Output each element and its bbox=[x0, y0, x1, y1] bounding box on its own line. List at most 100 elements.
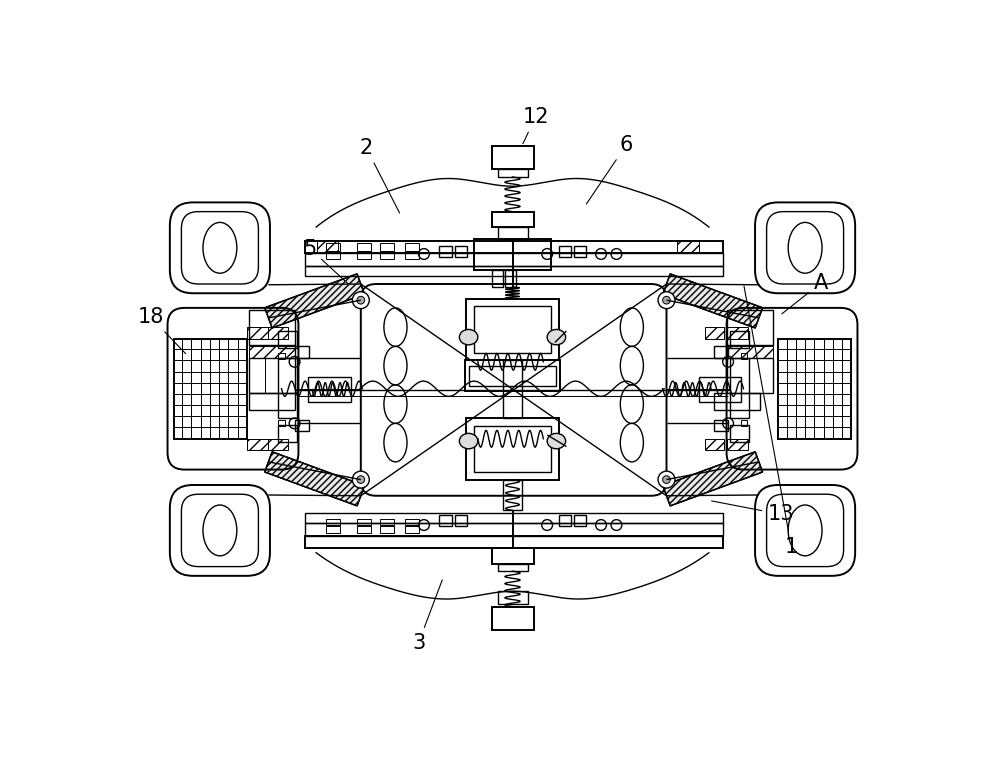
Bar bbox=[439, 515, 452, 526]
Bar bbox=[474, 426, 551, 472]
Bar bbox=[295, 346, 309, 358]
Bar bbox=[278, 358, 297, 418]
Bar bbox=[278, 421, 285, 427]
Bar bbox=[380, 243, 394, 251]
Bar bbox=[705, 439, 724, 451]
Bar bbox=[730, 425, 749, 442]
Bar bbox=[247, 327, 268, 338]
Bar bbox=[249, 358, 265, 393]
Bar bbox=[469, 365, 556, 385]
Polygon shape bbox=[265, 274, 365, 328]
Bar bbox=[439, 246, 452, 257]
Bar bbox=[492, 607, 534, 630]
Bar bbox=[455, 246, 467, 257]
Ellipse shape bbox=[658, 291, 675, 308]
Bar bbox=[727, 358, 773, 393]
Bar bbox=[308, 377, 351, 402]
Text: A: A bbox=[782, 273, 828, 314]
Polygon shape bbox=[663, 451, 763, 506]
Bar bbox=[730, 358, 749, 418]
Bar bbox=[357, 519, 371, 525]
Text: 5: 5 bbox=[303, 238, 349, 285]
Bar bbox=[405, 243, 419, 251]
Bar bbox=[714, 393, 760, 410]
Bar bbox=[249, 393, 295, 410]
Bar bbox=[492, 270, 503, 287]
Bar bbox=[498, 564, 528, 571]
Bar bbox=[326, 526, 340, 534]
Bar bbox=[247, 439, 268, 451]
Bar bbox=[249, 310, 295, 345]
Bar bbox=[405, 253, 419, 259]
Bar bbox=[317, 241, 338, 253]
Bar bbox=[741, 421, 747, 427]
Bar bbox=[405, 519, 419, 525]
Bar bbox=[326, 253, 340, 259]
Ellipse shape bbox=[663, 476, 670, 484]
Bar bbox=[465, 360, 560, 391]
Text: 3: 3 bbox=[412, 580, 442, 653]
Bar bbox=[474, 306, 551, 352]
Bar bbox=[498, 169, 528, 177]
Text: 1: 1 bbox=[744, 286, 798, 557]
Bar bbox=[505, 270, 516, 287]
Bar bbox=[278, 425, 297, 442]
Ellipse shape bbox=[352, 291, 369, 308]
Bar bbox=[326, 243, 340, 251]
Bar bbox=[455, 515, 467, 526]
Bar bbox=[492, 548, 534, 564]
Bar bbox=[730, 331, 749, 348]
Polygon shape bbox=[663, 274, 763, 328]
Bar bbox=[466, 418, 559, 480]
Bar bbox=[249, 346, 295, 358]
Bar bbox=[503, 480, 522, 511]
Bar bbox=[474, 239, 551, 270]
Bar bbox=[278, 352, 285, 358]
Bar bbox=[305, 253, 723, 265]
Bar bbox=[268, 327, 288, 338]
Bar bbox=[727, 346, 773, 358]
Ellipse shape bbox=[663, 296, 670, 304]
Text: 13: 13 bbox=[712, 501, 794, 524]
Bar bbox=[305, 241, 723, 253]
Ellipse shape bbox=[547, 434, 566, 449]
Ellipse shape bbox=[352, 471, 369, 488]
Bar bbox=[574, 515, 586, 526]
Bar bbox=[357, 243, 371, 251]
Ellipse shape bbox=[459, 434, 478, 449]
Ellipse shape bbox=[357, 296, 365, 304]
Bar bbox=[466, 298, 559, 360]
Bar bbox=[498, 591, 528, 604]
Bar bbox=[305, 265, 723, 276]
Ellipse shape bbox=[547, 329, 566, 345]
Bar bbox=[492, 211, 534, 227]
Bar bbox=[492, 146, 534, 169]
Bar bbox=[699, 377, 741, 402]
Ellipse shape bbox=[459, 329, 478, 345]
Bar bbox=[503, 360, 522, 418]
Bar bbox=[249, 358, 295, 393]
Bar bbox=[677, 241, 699, 253]
Bar bbox=[174, 338, 247, 439]
Bar bbox=[498, 227, 528, 239]
Text: 6: 6 bbox=[586, 135, 633, 204]
Bar bbox=[380, 519, 394, 525]
Bar bbox=[727, 327, 748, 338]
Bar bbox=[326, 519, 340, 525]
Text: 18: 18 bbox=[137, 307, 186, 354]
Bar bbox=[559, 246, 571, 257]
Bar bbox=[305, 536, 723, 548]
Bar bbox=[714, 346, 728, 358]
Bar bbox=[778, 338, 851, 439]
Polygon shape bbox=[265, 451, 365, 506]
Bar bbox=[278, 331, 297, 348]
Bar bbox=[559, 515, 571, 526]
Bar bbox=[357, 526, 371, 534]
Ellipse shape bbox=[658, 471, 675, 488]
Bar bbox=[741, 352, 747, 358]
Bar bbox=[268, 439, 288, 451]
Ellipse shape bbox=[357, 476, 365, 484]
Bar bbox=[305, 513, 723, 524]
Bar bbox=[705, 327, 724, 338]
Bar bbox=[380, 253, 394, 259]
